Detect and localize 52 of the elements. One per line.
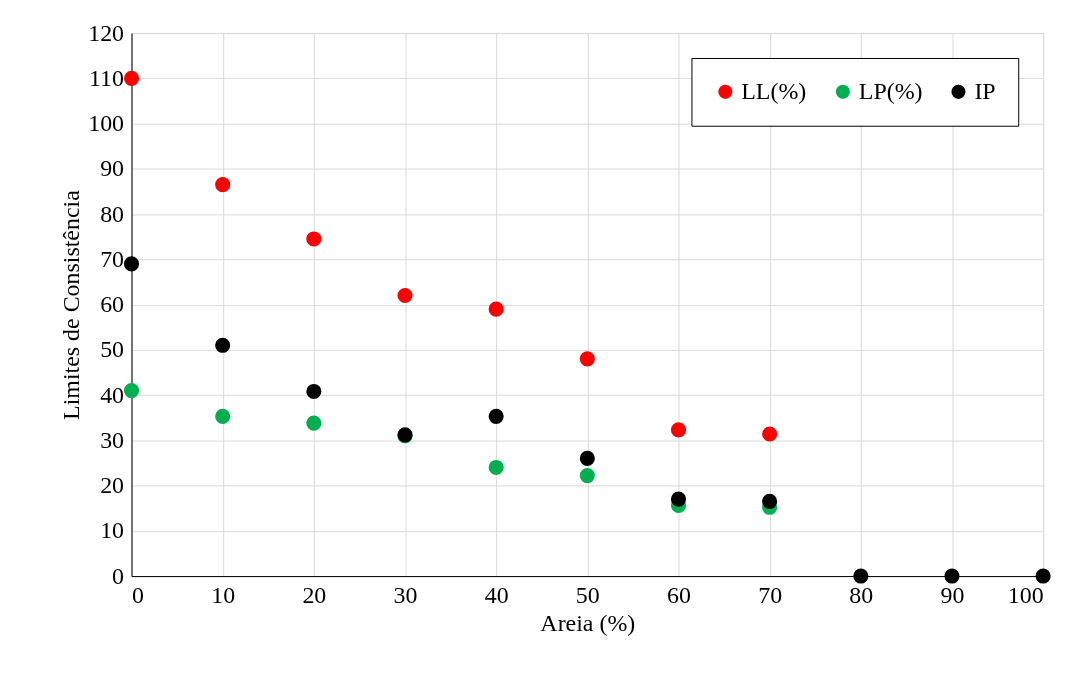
y-tick-label: 20: [100, 472, 125, 499]
x-tick-label: 100: [1007, 582, 1044, 609]
point: [670, 422, 687, 438]
legend-label: IP: [974, 77, 996, 104]
point: [762, 426, 778, 442]
x-tick-label: 90: [940, 582, 965, 609]
point: [306, 383, 322, 399]
y-tick-label: 80: [100, 200, 125, 227]
y-tick-label: 60: [100, 291, 125, 318]
point: [853, 568, 869, 584]
point: [488, 459, 504, 476]
legend-label: LP(%): [858, 77, 923, 104]
point: [215, 177, 231, 193]
point: [1035, 568, 1051, 584]
y-tick-label: 30: [100, 426, 125, 453]
x-axis-title: Areia (%): [540, 610, 636, 637]
point: [579, 351, 595, 367]
y-tick-label: 110: [89, 64, 125, 91]
point: [123, 256, 140, 272]
x-tick-label: 40: [484, 582, 509, 609]
point: [762, 493, 778, 509]
y-tick-label: 70: [100, 245, 125, 272]
x-tick-label: 30: [393, 582, 418, 609]
x-tick-label: 60: [667, 582, 691, 609]
point: [488, 301, 504, 317]
x-tick-label: 70: [758, 582, 783, 609]
point: [397, 287, 413, 304]
point: [579, 468, 595, 484]
y-tick-label: 40: [100, 381, 125, 408]
point: [306, 415, 322, 431]
legend-label: LL(%): [741, 77, 807, 104]
y-tick-label: 120: [88, 19, 125, 46]
y-tick-label: 0: [112, 562, 125, 589]
point: [488, 408, 504, 424]
point: [123, 383, 140, 399]
point: [215, 337, 231, 353]
y-tick-label: 10: [100, 517, 125, 544]
x-tick-label: 10: [211, 582, 236, 609]
point: [944, 568, 960, 584]
point: [123, 70, 140, 86]
y-tick-label: 50: [100, 336, 125, 363]
y-tick-label: 90: [100, 155, 125, 182]
point: [215, 408, 231, 424]
point: [579, 450, 595, 466]
point: [306, 231, 322, 247]
y-axis-title: Limites de Consistência: [58, 189, 85, 420]
point: [670, 491, 687, 507]
x-tick-label: 50: [575, 582, 600, 609]
x-tick-label: 80: [849, 582, 874, 609]
x-tick-label: 20: [302, 582, 327, 609]
x-tick-label: 0: [132, 582, 145, 609]
y-tick-label: 100: [88, 110, 125, 137]
